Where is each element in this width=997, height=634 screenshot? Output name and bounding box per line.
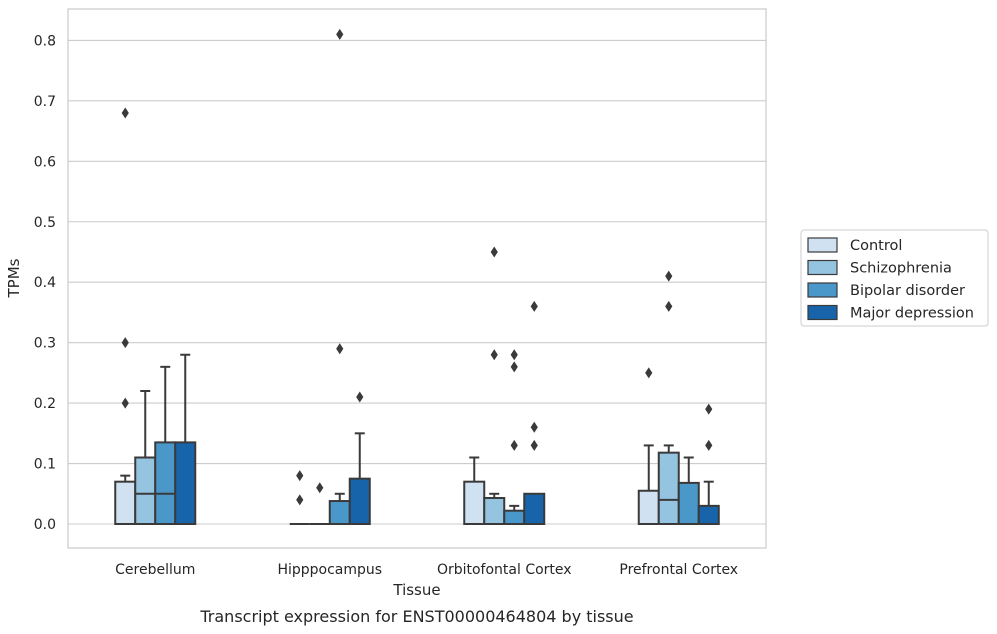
- box-major-depression: [348, 391, 371, 526]
- outlier-point: [510, 361, 518, 373]
- chart-caption: Transcript expression for ENST0000046480…: [199, 607, 633, 626]
- box: [328, 500, 351, 525]
- box-major-depression: [174, 353, 197, 525]
- y-tick-label: 0.7: [34, 94, 56, 110]
- y-tick-label: 0.2: [34, 396, 56, 412]
- box: [134, 456, 157, 526]
- box: [114, 480, 137, 525]
- outlier-point: [510, 439, 518, 451]
- legend-label: Major depression: [850, 306, 974, 322]
- outlier-point: [510, 349, 518, 361]
- box-schizophrenia: [309, 482, 330, 525]
- outlier-point: [121, 337, 129, 349]
- legend-label: Bipolar disorder: [850, 283, 965, 299]
- box-schizophrenia: [134, 390, 157, 526]
- outlier-point: [705, 439, 713, 451]
- box: [657, 451, 680, 526]
- x-tick-label: Cerebellum: [115, 562, 195, 578]
- box-control: [463, 456, 486, 525]
- legend-swatch: [807, 282, 838, 298]
- box-major-depression: [523, 300, 546, 525]
- box-schizophrenia: [483, 246, 506, 525]
- box: [503, 509, 526, 525]
- outlier-point: [665, 300, 673, 312]
- x-tick-label: Hipppocampus: [277, 562, 382, 578]
- outlier-point: [336, 343, 344, 355]
- box: [697, 504, 720, 525]
- box-bipolar-disorder: [677, 456, 700, 526]
- outlier-point: [121, 107, 129, 119]
- box: [348, 477, 371, 526]
- outlier-point: [530, 439, 538, 451]
- box: [523, 492, 546, 525]
- y-tick-label: 0.6: [34, 154, 56, 170]
- legend-swatch: [807, 259, 838, 276]
- y-tick-label: 0.3: [34, 336, 56, 352]
- box: [637, 489, 660, 526]
- legend: Control Schizophrenia Bipolar disorder Majo…: [800, 229, 989, 327]
- legend-label: Control: [850, 238, 902, 254]
- y-tick-label: 0.8: [34, 33, 56, 49]
- y-tick-label: 0.1: [34, 457, 56, 473]
- legend-swatch: [807, 237, 838, 253]
- outlier-point: [490, 246, 498, 258]
- outlier-point: [316, 482, 324, 494]
- box: [174, 441, 197, 525]
- outlier-point: [665, 270, 673, 282]
- box-control: [114, 107, 137, 525]
- y-tick-label: 0.5: [34, 215, 56, 231]
- legend-swatch: [807, 304, 838, 321]
- box-major-depression: [697, 403, 720, 525]
- box-control: [289, 470, 310, 525]
- y-axis-label: TPMs: [5, 258, 23, 298]
- outlier-point: [296, 494, 304, 506]
- y-tick-label: 0.4: [34, 275, 56, 291]
- legend-label: Schizophrenia: [850, 261, 952, 277]
- x-axis-label: Tissue: [392, 581, 440, 599]
- outlier-point: [645, 367, 653, 379]
- box-groups: [114, 28, 720, 526]
- box: [677, 481, 700, 526]
- outlier-point: [705, 403, 713, 415]
- outlier-point: [530, 421, 538, 433]
- outlier-point: [490, 349, 498, 361]
- outlier-point: [296, 470, 304, 482]
- y-tick-labels: 0.0 0.1 0.2 0.3 0.4 0.5 0.6 0.7 0.8: [34, 33, 56, 533]
- y-tick-label: 0.0: [34, 517, 56, 533]
- outlier-point: [356, 391, 364, 403]
- x-tick-label: Prefrontal Cortex: [619, 562, 738, 578]
- outlier-point: [530, 300, 538, 312]
- box: [483, 497, 506, 525]
- box: [154, 441, 177, 525]
- outlier-point: [121, 397, 129, 409]
- outlier-point: [336, 28, 344, 40]
- x-tick-label: Orbitofontal Cortex: [437, 562, 572, 578]
- x-tick-labels: Cerebellum Hipppocampus Orbitofontal Corte…: [115, 562, 738, 578]
- legend-frame: [800, 229, 989, 327]
- box: [463, 480, 486, 525]
- box-control: [637, 367, 660, 526]
- legend-items: Control Schizophrenia Bipolar disorder Majo…: [807, 237, 974, 322]
